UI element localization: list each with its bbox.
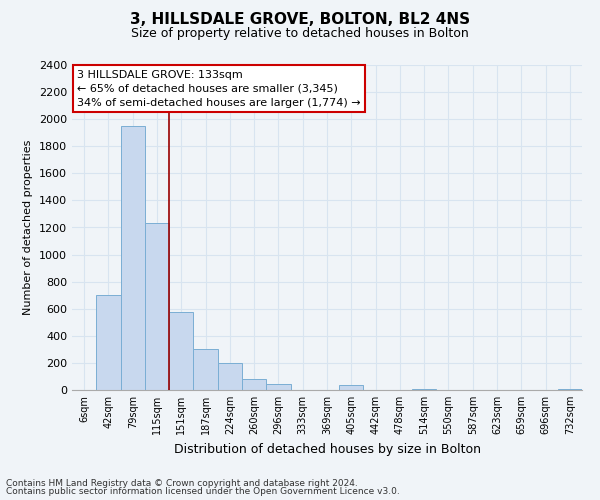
Text: 3, HILLSDALE GROVE, BOLTON, BL2 4NS: 3, HILLSDALE GROVE, BOLTON, BL2 4NS xyxy=(130,12,470,28)
Bar xyxy=(121,126,145,390)
Bar xyxy=(145,224,169,390)
Text: Contains HM Land Registry data © Crown copyright and database right 2024.: Contains HM Land Registry data © Crown c… xyxy=(6,478,358,488)
Text: Contains public sector information licensed under the Open Government Licence v3: Contains public sector information licen… xyxy=(6,487,400,496)
Bar xyxy=(96,295,121,390)
X-axis label: Distribution of detached houses by size in Bolton: Distribution of detached houses by size … xyxy=(173,442,481,456)
Bar xyxy=(193,350,218,390)
Bar xyxy=(266,384,290,390)
Bar xyxy=(412,388,436,390)
Y-axis label: Number of detached properties: Number of detached properties xyxy=(23,140,34,315)
Text: 3 HILLSDALE GROVE: 133sqm
← 65% of detached houses are smaller (3,345)
34% of se: 3 HILLSDALE GROVE: 133sqm ← 65% of detac… xyxy=(77,70,361,108)
Bar xyxy=(339,386,364,390)
Bar xyxy=(218,363,242,390)
Text: Size of property relative to detached houses in Bolton: Size of property relative to detached ho… xyxy=(131,28,469,40)
Bar xyxy=(242,379,266,390)
Bar xyxy=(169,312,193,390)
